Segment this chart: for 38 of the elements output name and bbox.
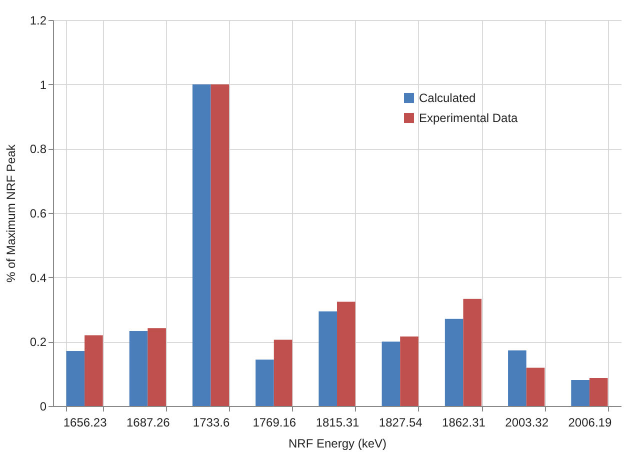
bar	[84, 335, 103, 406]
bar	[318, 311, 337, 406]
bar	[444, 318, 464, 406]
x-tick-label: 2003.32	[505, 416, 549, 430]
x-tick-label: 1687.26	[126, 416, 170, 430]
bar	[589, 378, 608, 406]
x-tick-label: 1827.54	[378, 416, 423, 430]
y-tick-label: 0.4	[30, 270, 47, 285]
bar	[337, 302, 356, 406]
legend-label: Experimental Data	[419, 111, 518, 125]
bar	[129, 331, 148, 406]
y-tick-label: 0	[40, 400, 47, 414]
bar	[382, 342, 400, 406]
x-tick-label: 1656.23	[63, 416, 108, 430]
x-tick-label: 1862.31	[442, 416, 486, 430]
x-axis-title: NRF Energy (keV)	[288, 436, 387, 450]
bar	[210, 84, 230, 406]
bar	[508, 350, 526, 406]
y-tick-label: 1	[40, 78, 47, 92]
x-tick-label: 1815.31	[316, 416, 360, 430]
x-tick-label: 1733.6	[192, 416, 230, 430]
y-axis-title: % of Maximum NRF Peak	[4, 143, 18, 283]
bar	[571, 380, 590, 406]
bar	[463, 298, 482, 406]
y-tick-label: 0.8	[30, 142, 47, 156]
bar	[192, 84, 211, 406]
y-tick-label: 0.6	[30, 206, 47, 220]
bar	[526, 368, 545, 406]
bar	[256, 360, 274, 406]
y-tick-label: 1.2	[30, 14, 47, 28]
bar	[400, 336, 418, 406]
y-tick-label: 0.2	[30, 335, 47, 350]
bar	[148, 328, 166, 406]
bar	[66, 350, 85, 406]
x-tick-label: 1769.16	[252, 416, 296, 430]
legend-label: Calculated	[419, 91, 476, 105]
bar	[274, 340, 292, 406]
x-tick-label: 2006.19	[568, 416, 612, 430]
